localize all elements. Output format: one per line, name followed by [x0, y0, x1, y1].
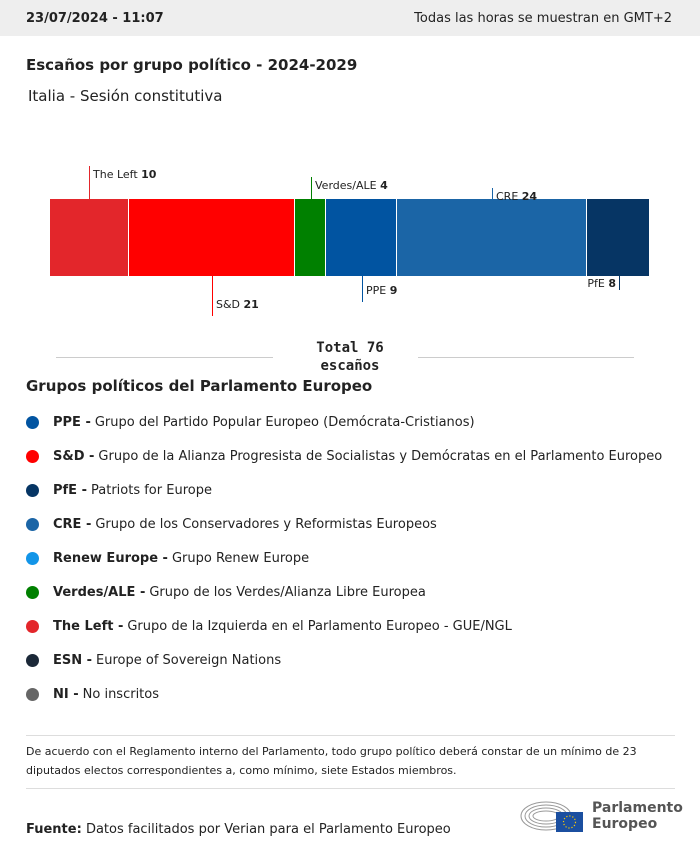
legend-name: Europe of Sovereign Nations [96, 652, 282, 668]
source-label: Fuente: [26, 822, 82, 837]
segment-value: 4 [380, 179, 388, 192]
segment-name: PPE [366, 284, 390, 297]
segment-name: PfE [587, 277, 609, 290]
legend-name: Grupo Renew Europe [171, 550, 310, 566]
legend-item: PPE - Grupo del Partido Popular Europeo (… [26, 405, 662, 439]
bar-segment [326, 199, 398, 276]
legend-color-dot [26, 585, 39, 599]
total-unit: escaños [320, 358, 380, 374]
legend-color-dot [26, 653, 39, 667]
divider [26, 735, 675, 736]
segment-label: Verdes/ALE 4 [315, 179, 388, 192]
divider-left [56, 357, 273, 358]
ep-logo: Parlamento Europeo [520, 798, 683, 834]
legend-item: Verdes/ALE - Grupo de los Verdes/Alianza … [26, 575, 662, 609]
legend-abbr: CRE - [53, 516, 92, 532]
legend-color-dot [26, 517, 39, 531]
legend-abbr: S&D - [53, 448, 95, 464]
source-text: Datos facilitados por Verian para el Par… [85, 822, 451, 837]
legend-item: NI - No inscritos [26, 677, 662, 711]
legend-name: Patriots for Europe [91, 482, 212, 498]
bar-segment [586, 199, 650, 276]
legend-item: S&D - Grupo de la Alianza Progresista de … [26, 439, 662, 473]
legend-title: Grupos políticos del Parlamento Europeo [26, 377, 373, 395]
legend-name: Grupo de la Alianza Progresista de Socia… [98, 448, 663, 464]
legend-name: Grupo del Partido Popular Europeo (Demóc… [94, 414, 475, 430]
legend: PPE - Grupo del Partido Popular Europeo (… [26, 405, 662, 711]
source: Fuente: Datos facilitados por Verian par… [26, 822, 451, 837]
hemicycle-flag-icon [520, 801, 583, 832]
bar-segment [294, 199, 327, 276]
label-leader-line [311, 177, 312, 199]
legend-abbr: ESN - [53, 652, 93, 668]
legend-color-dot [26, 687, 39, 701]
legend-color-dot [26, 619, 39, 633]
legend-abbr: PfE - [53, 482, 87, 498]
logo-line2: Europeo [592, 816, 658, 832]
segment-value: 10 [141, 168, 157, 181]
legend-abbr: Verdes/ALE - [53, 584, 146, 600]
datetime: 23/07/2024 - 11:07 [26, 10, 164, 26]
legend-item: ESN - Europe of Sovereign Nations [26, 643, 662, 677]
top-bar: 23/07/2024 - 11:07 Todas las horas se mu… [0, 0, 700, 36]
total-seats: Total 76 escaños [290, 339, 410, 375]
segment-label: PfE 8 [587, 277, 616, 290]
divider-right [418, 357, 634, 358]
legend-name: Grupo de los Verdes/Alianza Libre Europe… [149, 584, 426, 600]
chart-subtitle: Italia - Sesión constitutiva [28, 87, 223, 105]
total-label: Total 76 [316, 340, 384, 356]
legend-item: The Left - Grupo de la Izquierda en el Pa… [26, 609, 662, 643]
timezone-note: Todas las horas se muestran en GMT+2 [414, 10, 672, 26]
legend-item: CRE - Grupo de los Conservadores y Reform… [26, 507, 662, 541]
logo-line1: Parlamento [592, 800, 683, 816]
bar-segment [128, 199, 295, 276]
bar-segment [50, 199, 129, 276]
segment-label: S&D 21 [216, 298, 259, 311]
segment-label: PPE 9 [366, 284, 397, 297]
divider [26, 788, 675, 789]
label-leader-line [362, 276, 363, 302]
segment-label: The Left 10 [93, 168, 156, 181]
segment-value: 9 [389, 284, 398, 297]
legend-color-dot [26, 483, 39, 497]
legend-color-dot [26, 449, 39, 463]
bar-segment [397, 199, 587, 276]
label-leader-line [492, 188, 493, 199]
label-leader-line [89, 166, 90, 199]
note: De acuerdo con el Reglamento interno del… [26, 745, 637, 777]
legend-abbr: The Left - [53, 618, 124, 634]
legend-name: Grupo de la Izquierda en el Parlamento E… [127, 618, 512, 634]
legend-name: Grupo de los Conservadores y Reformistas… [95, 516, 437, 532]
segment-name: S&D [216, 298, 244, 311]
legend-abbr: PPE - [53, 414, 91, 430]
legend-color-dot [26, 415, 39, 429]
segment-name: Verdes/ALE [315, 179, 381, 192]
segment-value: 24 [521, 190, 538, 203]
segment-name: CRE [496, 190, 522, 203]
legend-abbr: NI - [53, 686, 79, 702]
label-leader-line [619, 276, 620, 290]
legend-color-dot [26, 551, 39, 565]
segment-label: CRE 24 [496, 190, 537, 203]
legend-item: PfE - Patriots for Europe [26, 473, 662, 507]
segment-value: 21 [243, 298, 259, 311]
segment-value: 8 [608, 277, 616, 290]
label-leader-line [212, 276, 213, 316]
seat-bar-chart: The Left 10 S&D 21 Verdes/ALE 4 PPE 9 CRE 24… [0, 150, 700, 330]
legend-name: No inscritos [82, 686, 160, 702]
segment-name: The Left [93, 168, 142, 181]
chart-title: Escaños por grupo político - 2024-2029 [26, 56, 358, 74]
legend-item: Renew Europe - Grupo Renew Europe [26, 541, 662, 575]
legend-abbr: Renew Europe - [53, 550, 168, 566]
